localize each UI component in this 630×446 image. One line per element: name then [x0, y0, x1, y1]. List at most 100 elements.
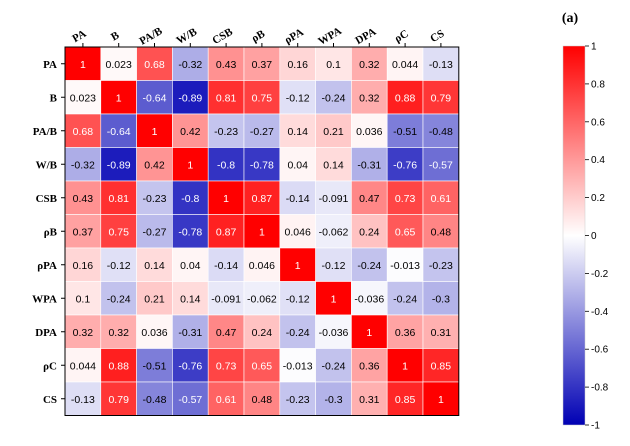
cell-value-label: -0.48 [143, 394, 167, 406]
panel-label: (a) [562, 11, 579, 26]
cell-value-label: -0.036 [319, 327, 349, 339]
cell-value-label: 0.046 [249, 260, 275, 272]
heatmap-cell [279, 281, 316, 316]
cell-value-label: -0.32 [71, 159, 95, 171]
cell-value-label: 0.14 [144, 260, 165, 272]
heatmap-cell [172, 80, 209, 115]
cell-value-label: -0.23 [286, 394, 310, 406]
cell-value-label: 0.81 [216, 92, 237, 104]
cell-value-label: 0.73 [216, 360, 237, 372]
column-label: B [109, 29, 122, 43]
cell-value-label: -0.32 [178, 59, 202, 71]
heatmap-cell [243, 113, 281, 148]
column-label: W/B [175, 26, 200, 47]
heatmap-cell [422, 147, 460, 182]
heatmap-cell [207, 214, 245, 249]
cell-value-label: 0.47 [216, 327, 237, 339]
heatmap-cell [315, 314, 352, 349]
heatmap-cell [100, 214, 137, 249]
cell-value-label: 0.023 [106, 59, 132, 71]
cell-value-label: 0.036 [141, 327, 167, 339]
cell-value-label: -0.8 [217, 159, 235, 171]
colorbar-tick-label: 0.2 [591, 193, 605, 204]
heatmap-cell [386, 214, 424, 249]
heatmap-cell [386, 381, 424, 416]
cell-value-label: 0.31 [359, 394, 380, 406]
cell-value-label: -0.64 [107, 126, 131, 138]
heatmap-cell [100, 247, 137, 282]
colorbar-tick-label: -0.8 [591, 383, 609, 394]
heatmap-cell [136, 214, 173, 249]
cell-value-label: 0.42 [180, 126, 201, 138]
cell-value-label: -0.13 [71, 394, 95, 406]
heatmap-cell [351, 80, 388, 115]
cell-value-label: -0.78 [178, 226, 202, 238]
cell-value-label: 1 [366, 327, 372, 339]
cell-value-label: -0.062 [319, 226, 349, 238]
cell-value-label: 0.79 [108, 394, 129, 406]
heatmap-cell [279, 381, 316, 416]
heatmap-cell [422, 348, 460, 383]
row-label: PA [43, 59, 57, 71]
heatmap-cell [64, 281, 102, 316]
heatmap-cell [351, 113, 388, 148]
cell-value-label: 0.24 [252, 327, 273, 339]
cell-value-label: 0.68 [144, 59, 165, 71]
cell-value-label: -0.24 [322, 360, 346, 372]
cell-value-label: -0.12 [322, 260, 346, 272]
column-label: DPA [353, 26, 378, 47]
row-label: ρB [44, 226, 58, 238]
heatmap-cell [386, 147, 424, 182]
heatmap-cell [64, 381, 102, 416]
row-labels: PA B PA/B W/B CSB ρB ρPA WPA DPA ρC CS [32, 59, 65, 406]
column-labels: PA B PA/B W/B CSB ρB ρPA WPA DPA ρC CS [70, 25, 446, 48]
cell-value-label: 0.37 [252, 59, 273, 71]
cell-value-label: -0.23 [143, 193, 167, 205]
column-label: CSB [210, 26, 235, 47]
heatmap-cell [207, 348, 245, 383]
cell-value-label: -0.24 [322, 92, 346, 104]
cell-value-label: -0.013 [283, 360, 313, 372]
heatmap-cell [351, 247, 388, 282]
heatmap-cell [100, 314, 137, 349]
heatmap-cell [279, 113, 316, 148]
heatmap-cell [136, 381, 173, 416]
heatmap-cell [136, 247, 173, 282]
cell-value-label: 1 [259, 226, 265, 238]
cell-value-label: 0.73 [395, 193, 416, 205]
cell-value-label: -0.31 [357, 159, 381, 171]
cell-value-label: -0.091 [319, 193, 349, 205]
cell-value-label: -0.51 [393, 126, 417, 138]
cell-value-label: -0.3 [324, 394, 342, 406]
column-label: ρB [250, 28, 268, 45]
cell-value-label: 0.75 [252, 92, 273, 104]
cell-value-label: 0.61 [431, 193, 452, 205]
colorbar-gradient [562, 45, 586, 426]
cell-value-label: 1 [295, 260, 301, 272]
cell-value-label: -0.3 [432, 293, 450, 305]
cell-value-label: 0.43 [216, 59, 237, 71]
heatmap-cell [315, 281, 352, 316]
cell-value-label: 0.21 [323, 126, 344, 138]
heatmap-cell [315, 214, 352, 249]
cell-value-label: 0.16 [73, 260, 94, 272]
cell-value-label: -0.48 [429, 126, 453, 138]
heatmap-cell [243, 180, 281, 215]
row-label: ρPA [37, 260, 57, 272]
cell-value-label: -0.14 [286, 193, 310, 205]
cell-value-label: 0.88 [108, 360, 129, 372]
cell-value-label: 0.88 [395, 92, 416, 104]
cell-value-label: 0.37 [73, 226, 94, 238]
cell-value-label: 0.1 [326, 59, 341, 71]
cell-value-label: 0.14 [323, 159, 344, 171]
cell-value-label: -0.24 [107, 293, 131, 305]
heatmap-cell [422, 281, 460, 316]
column-label: CS [428, 28, 446, 45]
cell-value-label: -0.27 [143, 226, 167, 238]
cell-value-label: -0.24 [286, 327, 310, 339]
heatmap-cell [207, 281, 245, 316]
cell-value-label: 0.32 [359, 92, 380, 104]
row-label: CS [43, 394, 57, 406]
heatmap-cell [100, 348, 137, 383]
row-label: PA/B [33, 126, 58, 138]
